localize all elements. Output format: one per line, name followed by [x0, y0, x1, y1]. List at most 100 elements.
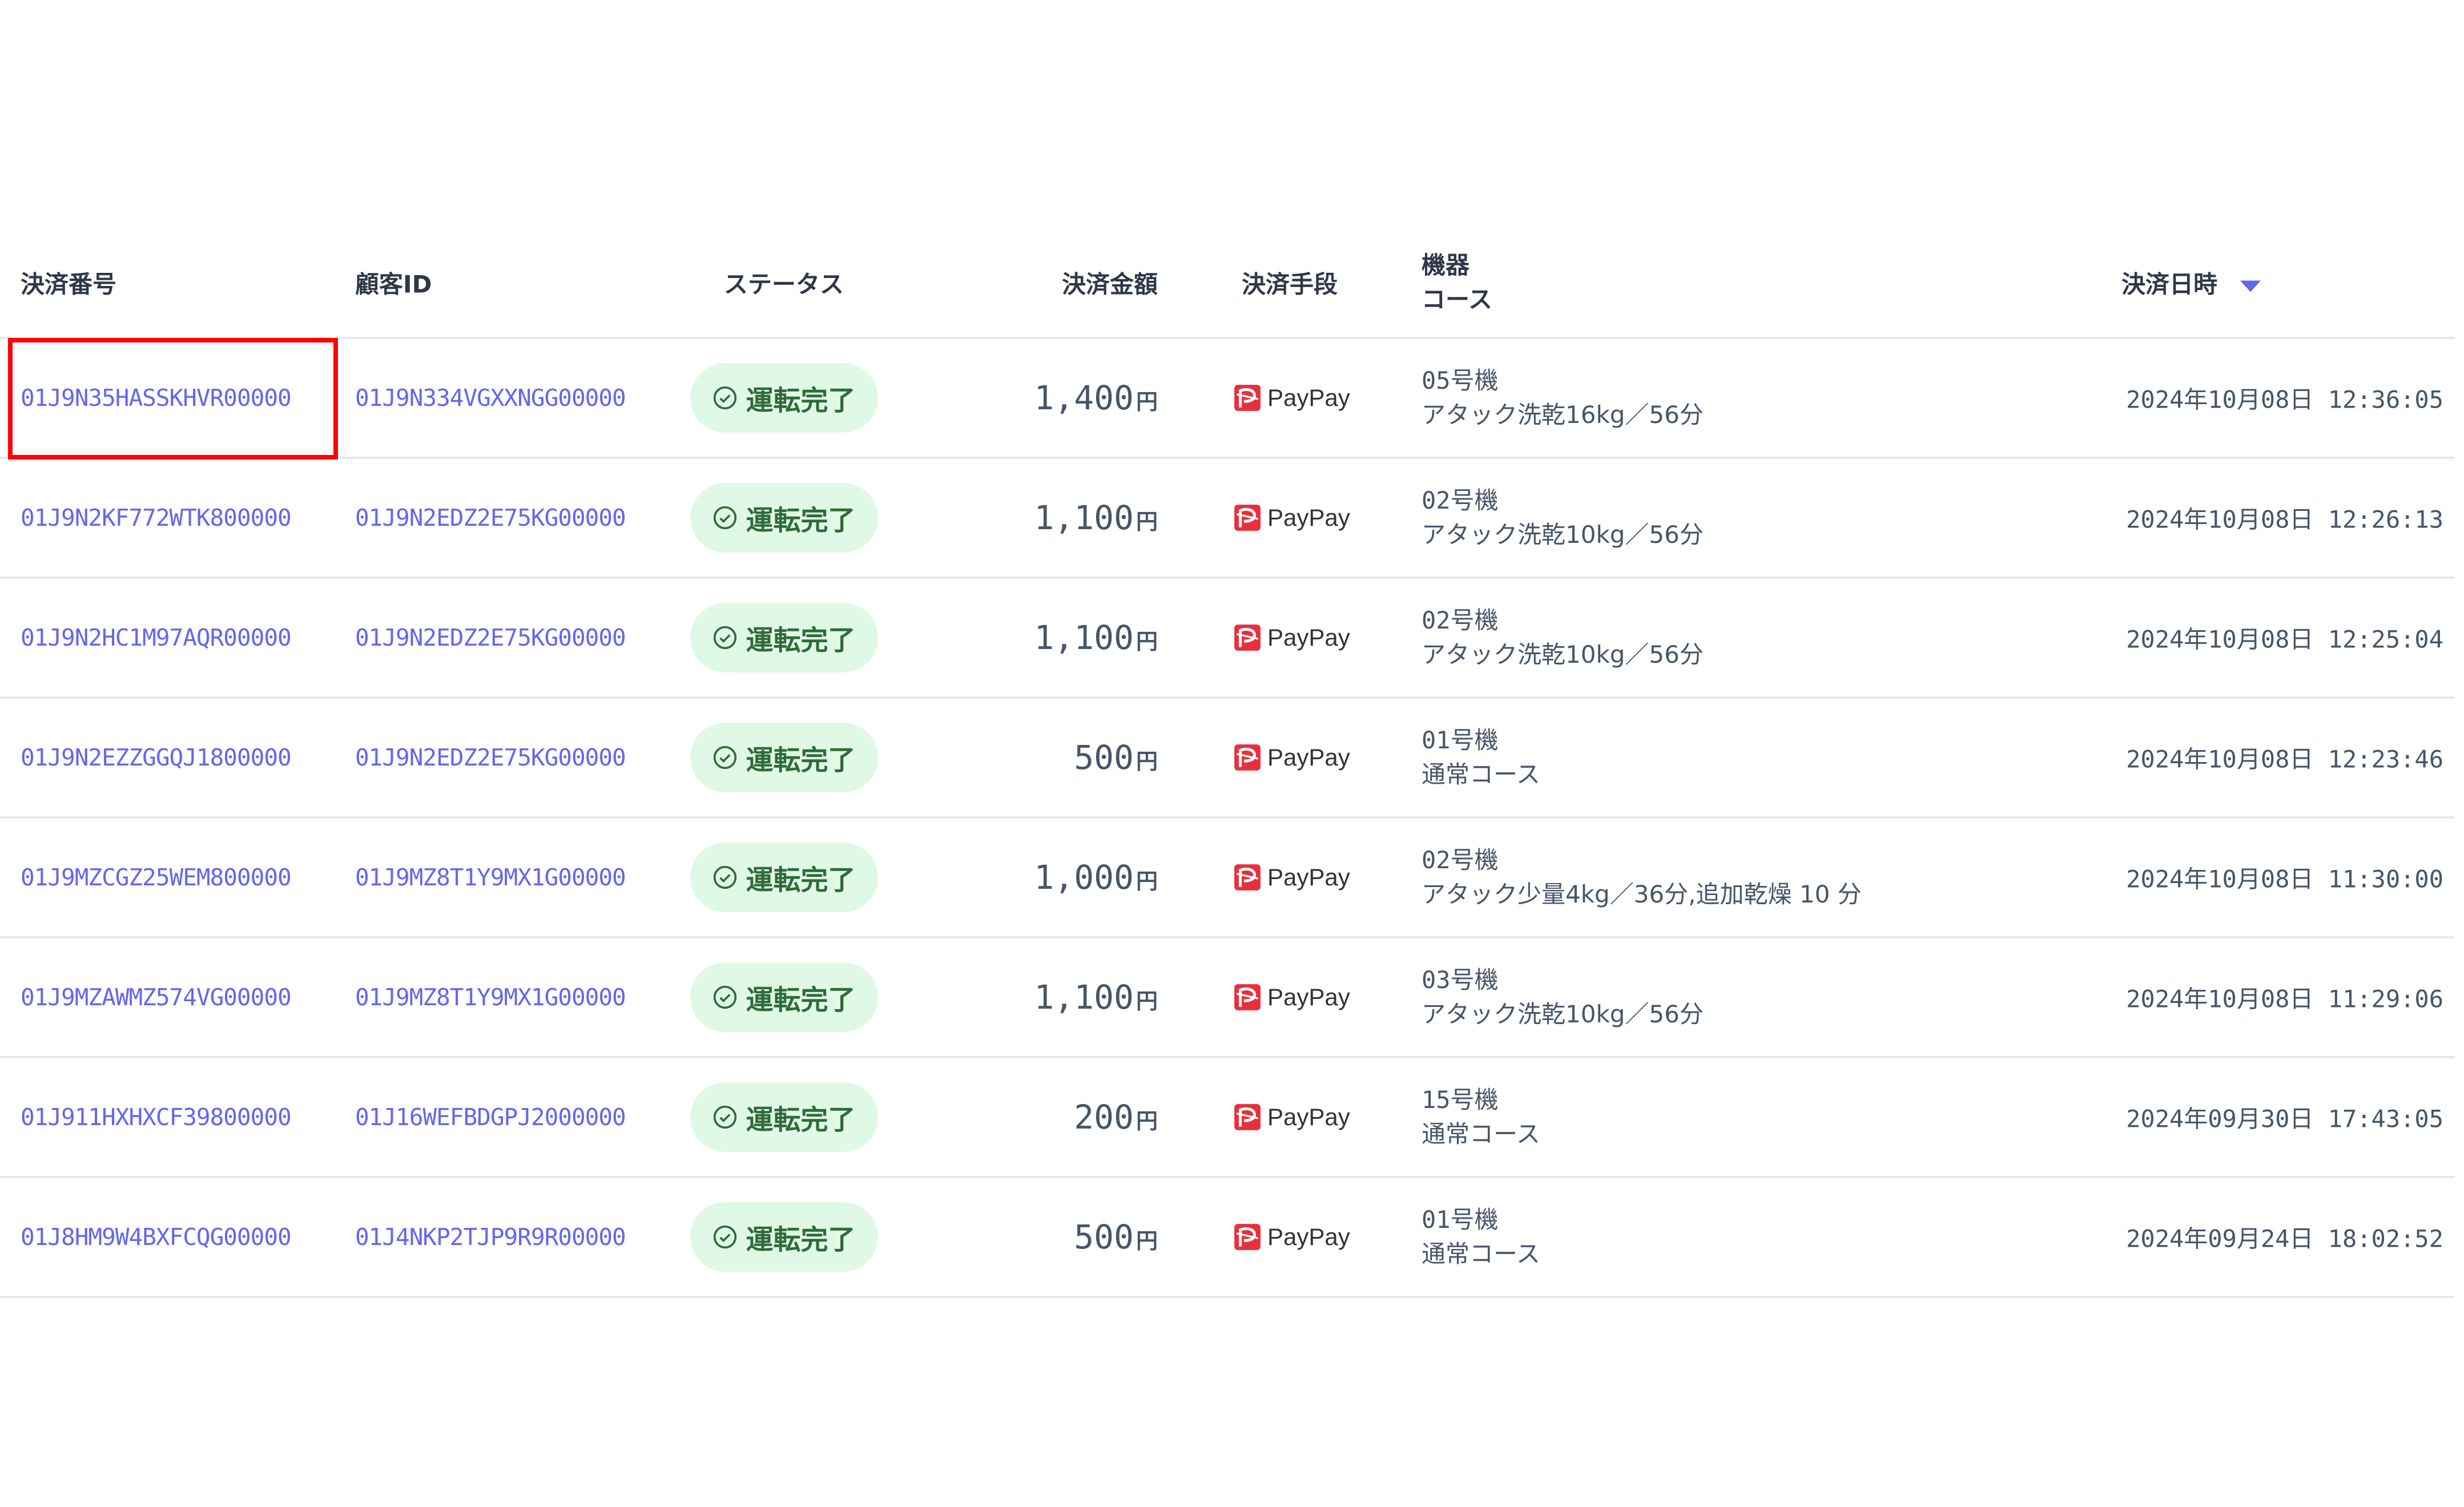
datetime: 2024年10月08日 12:23:46	[2126, 745, 2443, 773]
table-row: 01J8HM9W4BXFCQG00000 01J4NKP2TJP9R9R0000…	[0, 1178, 2455, 1298]
paypay-logo-icon	[1233, 623, 1262, 652]
currency: 円	[1136, 389, 1158, 414]
header-datetime-sort[interactable]: 決済日時	[2121, 265, 2261, 300]
amount-value: 1,100	[1034, 618, 1134, 657]
course: アタック洗乾16kg／56分	[1422, 401, 1704, 429]
paypay-logo-icon	[1233, 503, 1262, 532]
device-course: 02号機アタック洗乾10kg／56分	[1422, 603, 1704, 672]
device-course: 01号機 通常コース	[1422, 1203, 1540, 1271]
payment-no-link[interactable]: 01J9N2KF772WTK800000	[21, 504, 292, 531]
payment-no-link[interactable]: 01J9MZAWMZ574VG00000	[21, 984, 292, 1011]
currency: 円	[1136, 1228, 1158, 1254]
datetime: 2024年10月08日 11:30:00	[2126, 865, 2443, 893]
course: アタック少量4kg／36分,追加乾燥 10 分	[1422, 880, 1862, 908]
customer-id-link[interactable]: 01J9MZ8T1Y9MX1G00000	[355, 984, 626, 1011]
method-text: PayPay	[1267, 1223, 1350, 1250]
course: アタック洗乾10kg／56分	[1422, 1000, 1704, 1028]
payment-method: PayPay	[1233, 863, 1350, 892]
device: 05号機	[1422, 366, 1499, 394]
payment-method: PayPay	[1233, 743, 1350, 772]
check-circle-icon	[712, 505, 738, 530]
course: アタック洗乾10kg／56分	[1422, 640, 1704, 668]
currency: 円	[1136, 749, 1158, 774]
paypay-logo-icon	[1233, 384, 1262, 412]
customer-id-link[interactable]: 01J9N2EDZ2E75KG00000	[355, 624, 626, 651]
datetime: 2024年09月24日 18:02:52	[2126, 1224, 2443, 1253]
device-course: 02号機アタック少量4kg／36分,追加乾燥 10 分	[1422, 843, 1862, 912]
payment-no-link[interactable]: 01J9MZCGZ25WEM800000	[21, 864, 292, 891]
device-course: 05号機アタック洗乾16kg／56分	[1422, 364, 1704, 432]
amount: 1,100 円	[1034, 618, 1158, 657]
customer-id-link[interactable]: 01J9N334VGXXNGG00000	[355, 384, 626, 412]
header-amount: 決済金額	[1061, 270, 1158, 299]
amount: 1,000 円	[1034, 858, 1158, 897]
currency: 円	[1136, 989, 1158, 1014]
payment-method: PayPay	[1233, 623, 1350, 652]
payments-table: 決済番号 顧客ID ステータス 決済金額 決済手段 機器 コース 決済日時 01…	[0, 228, 2455, 1298]
status-badge: 運転完了	[690, 1202, 878, 1272]
customer-id-link[interactable]: 01J4NKP2TJP9R9R00000	[355, 1223, 626, 1251]
datetime: 2024年09月30日 17:43:05	[2126, 1105, 2443, 1133]
amount-value: 1,400	[1034, 378, 1134, 417]
course: アタック洗乾10kg／56分	[1422, 521, 1704, 549]
customer-id-link[interactable]: 01J16WEFBDGPJ2000000	[355, 1103, 626, 1131]
customer-id-link[interactable]: 01J9N2EDZ2E75KG00000	[355, 504, 626, 531]
device-course: 15号機 通常コース	[1422, 1083, 1540, 1151]
table-header: 決済番号 顧客ID ステータス 決済金額 決済手段 機器 コース 決済日時	[0, 228, 2455, 339]
device: 02号機	[1422, 846, 1499, 874]
check-circle-icon	[712, 865, 738, 890]
payment-no-link[interactable]: 01J8HM9W4BXFCQG00000	[21, 1223, 292, 1251]
payment-no-link[interactable]: 01J911HXHXCF39800000	[21, 1103, 292, 1131]
payment-method: PayPay	[1233, 384, 1350, 412]
check-circle-icon	[712, 985, 738, 1010]
status-text: 運転完了	[746, 624, 856, 656]
amount-value: 500	[1074, 738, 1134, 777]
payment-method: PayPay	[1233, 503, 1350, 532]
amount-value: 1,000	[1034, 858, 1134, 897]
paypay-logo-icon	[1233, 1103, 1262, 1131]
amount-value: 200	[1074, 1098, 1134, 1137]
paypay-logo-icon	[1233, 983, 1262, 1012]
check-circle-icon	[712, 1105, 738, 1130]
datetime: 2024年10月08日 12:25:04	[2126, 625, 2443, 654]
header-status: ステータス	[724, 270, 844, 299]
caret-down-icon	[2240, 280, 2261, 292]
amount: 500 円	[1074, 1218, 1158, 1256]
method-text: PayPay	[1267, 984, 1350, 1010]
header-device: 機器	[1422, 251, 1470, 279]
device: 02号機	[1422, 606, 1499, 634]
payment-method: PayPay	[1233, 983, 1350, 1012]
table-row: 01J9MZAWMZ574VG00000 01J9MZ8T1Y9MX1G0000…	[0, 938, 2455, 1058]
currency: 円	[1136, 869, 1158, 894]
datetime: 2024年10月08日 11:29:06	[2126, 985, 2443, 1013]
method-text: PayPay	[1267, 744, 1350, 771]
paypay-logo-icon	[1233, 863, 1262, 892]
paypay-logo-icon	[1233, 743, 1262, 772]
amount-value: 1,100	[1034, 978, 1134, 1017]
status-badge: 運転完了	[690, 603, 878, 672]
device: 01号機	[1422, 726, 1499, 754]
header-course: コース	[1422, 285, 1492, 313]
device: 01号機	[1422, 1206, 1499, 1234]
method-text: PayPay	[1267, 864, 1350, 890]
customer-id-link[interactable]: 01J9N2EDZ2E75KG00000	[355, 744, 626, 771]
amount: 1,100 円	[1034, 978, 1158, 1017]
header-device-course: 機器 コース	[1422, 248, 1492, 317]
datetime: 2024年10月08日 12:26:13	[2126, 505, 2443, 534]
payment-no-link[interactable]: 01J9N35HASSKHVR00000	[21, 384, 292, 412]
customer-id-link[interactable]: 01J9MZ8T1Y9MX1G00000	[355, 864, 626, 891]
table-row: 01J911HXHXCF39800000 01J16WEFBDGPJ200000…	[0, 1058, 2455, 1178]
check-circle-icon	[712, 745, 738, 770]
header-customer-id: 顧客ID	[355, 270, 432, 299]
method-text: PayPay	[1267, 624, 1350, 651]
check-circle-icon	[712, 385, 738, 410]
table-row: 01J9N2HC1M97AQR00000 01J9N2EDZ2E75KG0000…	[0, 579, 2455, 699]
method-text: PayPay	[1267, 384, 1350, 411]
device: 03号機	[1422, 966, 1499, 994]
status-badge: 運転完了	[690, 723, 878, 792]
amount-value: 500	[1074, 1218, 1134, 1256]
status-badge: 運転完了	[690, 363, 878, 433]
status-text: 運転完了	[746, 744, 856, 776]
payment-no-link[interactable]: 01J9N2HC1M97AQR00000	[21, 624, 292, 651]
payment-no-link[interactable]: 01J9N2EZZGGQJ1800000	[21, 744, 292, 771]
